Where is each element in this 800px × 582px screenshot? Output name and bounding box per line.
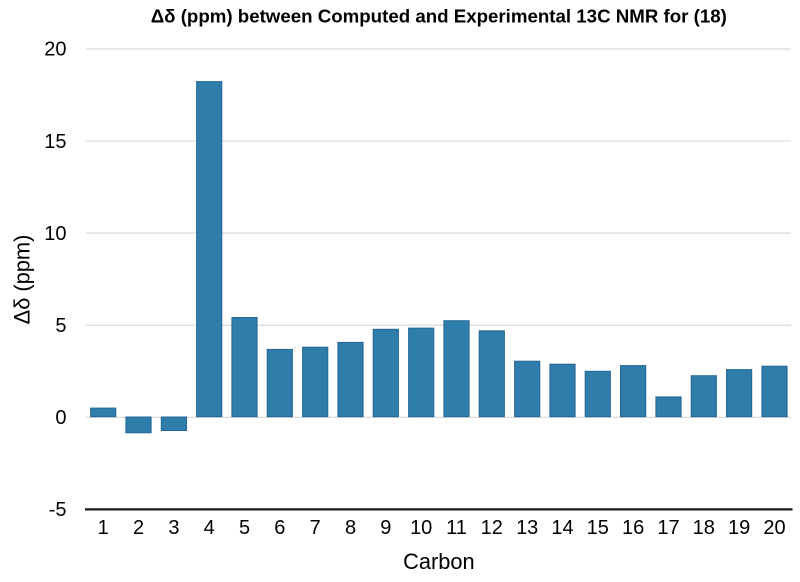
- svg-text:13: 13: [516, 517, 538, 539]
- svg-text:2: 2: [133, 517, 144, 539]
- svg-text:3: 3: [168, 517, 179, 539]
- svg-text:16: 16: [622, 517, 644, 539]
- svg-text:5: 5: [55, 315, 66, 337]
- svg-text:20: 20: [44, 39, 66, 61]
- svg-text:4: 4: [204, 517, 215, 539]
- svg-text:14: 14: [551, 517, 573, 539]
- svg-text:9: 9: [380, 517, 391, 539]
- svg-text:7: 7: [310, 517, 321, 539]
- svg-text:10: 10: [410, 517, 432, 539]
- svg-text:-5: -5: [49, 499, 67, 521]
- svg-text:Carbon: Carbon: [403, 549, 475, 574]
- svg-text:15: 15: [44, 131, 66, 153]
- svg-text:5: 5: [239, 517, 250, 539]
- svg-text:19: 19: [728, 517, 750, 539]
- svg-text:1: 1: [98, 517, 109, 539]
- svg-text:6: 6: [274, 517, 285, 539]
- svg-text:20: 20: [763, 517, 785, 539]
- svg-text:12: 12: [481, 517, 503, 539]
- svg-text:11: 11: [446, 517, 467, 539]
- svg-text:17: 17: [657, 517, 679, 539]
- svg-text:10: 10: [44, 223, 66, 245]
- svg-text:15: 15: [587, 517, 609, 539]
- svg-text:Δδ (ppm) between Computed and: Δδ (ppm) between Computed and Experiment…: [151, 5, 727, 26]
- svg-text:8: 8: [345, 517, 356, 539]
- svg-text:0: 0: [55, 407, 66, 429]
- svg-text:18: 18: [693, 517, 715, 539]
- svg-text:Δδ (ppm): Δδ (ppm): [9, 235, 34, 325]
